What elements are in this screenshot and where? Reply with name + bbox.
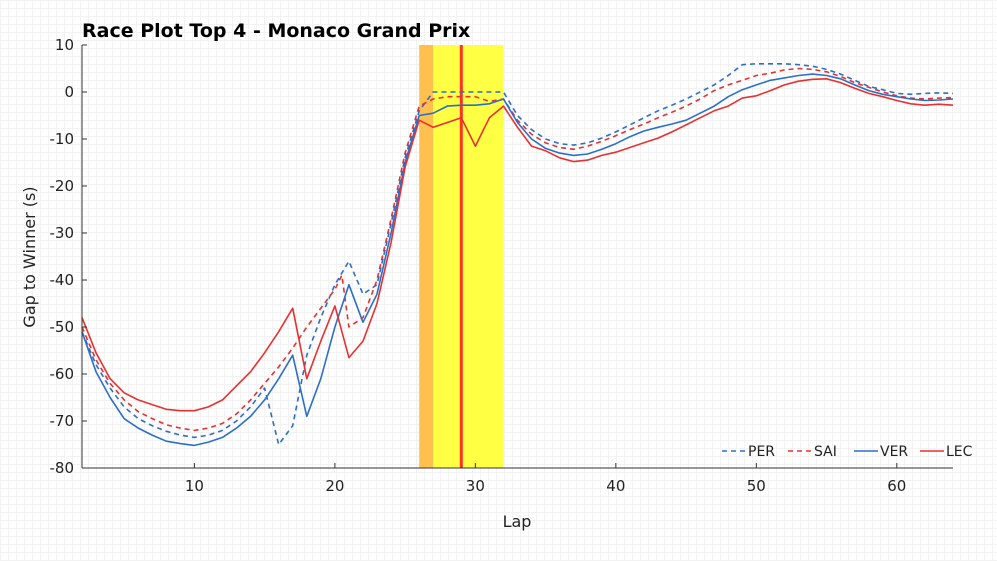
chart-title: Race Plot Top 4 - Monaco Grand Prix <box>82 20 470 42</box>
y-tick-label: -50 <box>50 318 75 336</box>
y-tick-label: -40 <box>50 271 75 289</box>
shaded-region-0 <box>419 45 434 468</box>
legend-label-ver: VER <box>880 444 908 460</box>
x-tick-label: 30 <box>466 477 485 495</box>
y-tick-label: -30 <box>50 224 75 242</box>
series-line-lec <box>81 78 954 412</box>
series-line-per <box>81 63 954 446</box>
y-tick-label: -20 <box>50 177 75 195</box>
y-tick-label: -80 <box>50 459 75 477</box>
series-layer <box>81 63 954 447</box>
y-tick-label: 10 <box>55 36 74 54</box>
x-tick-label: 60 <box>887 477 906 495</box>
tick-labels: 10 0 -10 -20 -30 -40 -50 -60 -70 -80 10 20 30 40 50 60 <box>50 36 907 495</box>
y-axis-label: Gap to Winner (s) <box>20 186 39 327</box>
x-tick-label: 40 <box>606 477 625 495</box>
x-tick-label: 10 <box>185 477 204 495</box>
y-tick-label: -10 <box>50 130 75 148</box>
series-line-ver <box>81 73 954 447</box>
x-tick-label: 20 <box>325 477 344 495</box>
y-tick-label: -70 <box>50 412 75 430</box>
legend: PER SAI VER LEC <box>722 444 973 460</box>
legend-label-per: PER <box>748 444 775 460</box>
legend-label-sai: SAI <box>814 444 837 460</box>
y-tick-label: 0 <box>64 83 74 101</box>
legend-label-lec: LEC <box>946 444 973 460</box>
x-axis-label: Lap <box>503 512 532 531</box>
series-line-sai <box>81 67 954 432</box>
axes <box>81 45 953 469</box>
x-tick-label: 50 <box>747 477 766 495</box>
y-tick-label: -60 <box>50 365 75 383</box>
